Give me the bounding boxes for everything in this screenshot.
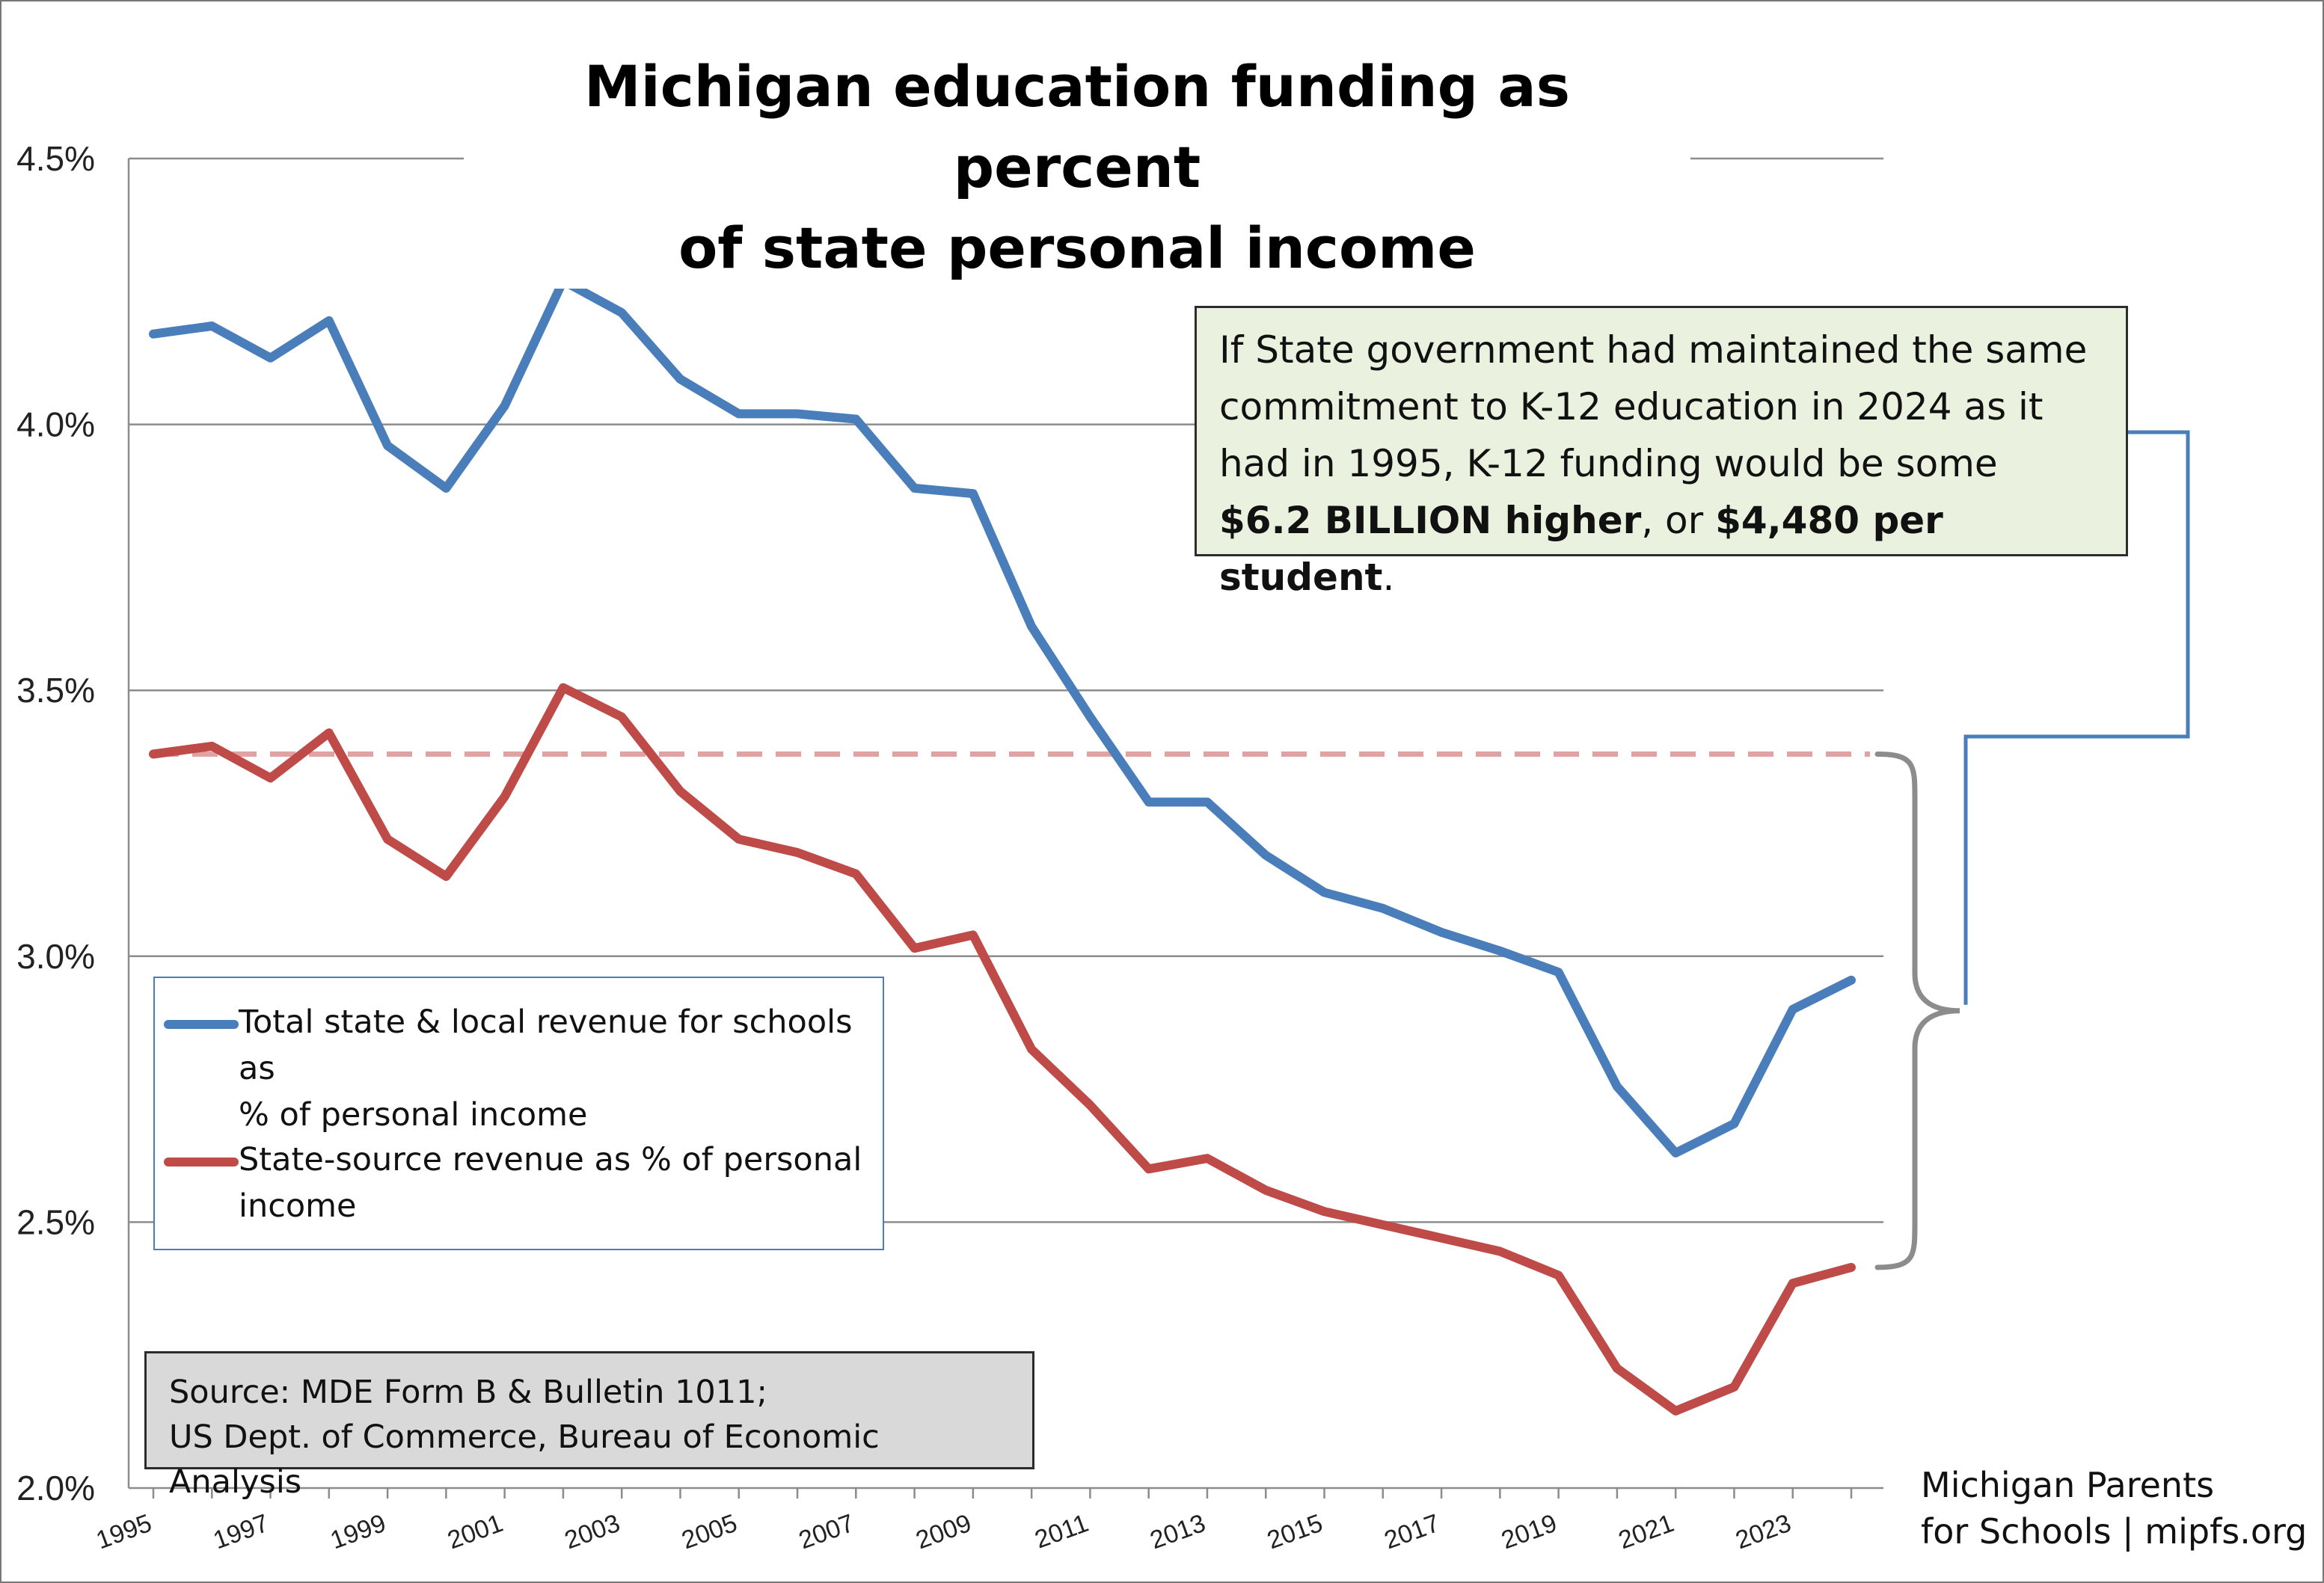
legend-label-state: State-source revenue as % of personal in…	[239, 1137, 874, 1229]
callout-connector: , or	[1641, 499, 1716, 542]
legend-label-total: Total state & local revenue for schools …	[239, 999, 874, 1138]
x-tick-label: 2015	[1263, 1509, 1326, 1555]
legend-label-total-line-2: % of personal income	[239, 1096, 588, 1134]
x-tick-label: 1995	[93, 1509, 156, 1555]
x-tick-label: 2023	[1732, 1509, 1794, 1555]
y-tick-label: 4.0%	[16, 405, 95, 444]
chart-title-line-1: Michigan education funding as percent	[584, 53, 1570, 200]
y-tick-label: 4.5%	[16, 139, 95, 178]
x-tick-label: 2019	[1497, 1509, 1560, 1555]
y-tick-label: 2.0%	[16, 1469, 95, 1507]
source-line-1: Source: MDE Form B & Bulletin 1011;	[169, 1374, 767, 1411]
x-tick-label: 2005	[678, 1509, 741, 1555]
x-tick-label: 2021	[1615, 1509, 1678, 1555]
x-tick-label: 2007	[795, 1509, 858, 1555]
chart-title: Michigan education funding as percent of…	[464, 46, 1690, 289]
source-line-2: US Dept. of Commerce, Bureau of Economic…	[169, 1418, 880, 1501]
legend: Total state & local revenue for schools …	[153, 977, 884, 1250]
callout-line-3: had in 1995, K-12 funding would be some	[1219, 442, 1998, 485]
source-box: Source: MDE Form B & Bulletin 1011; US D…	[144, 1351, 1034, 1501]
callout-line-1: If State government had maintained the s…	[1219, 328, 2088, 372]
x-tick-label: 1999	[327, 1509, 390, 1555]
y-tick-label: 3.0%	[16, 937, 95, 976]
credit-text: Michigan Parents for Schools | mipfs.org	[1921, 1462, 2310, 1555]
callout-period: .	[1382, 556, 1395, 599]
brace-gap	[1874, 751, 1960, 1270]
x-tick-label: 2013	[1147, 1509, 1209, 1555]
x-tick-label: 2001	[444, 1509, 506, 1555]
x-tick-label: 2009	[913, 1509, 975, 1555]
chart-title-line-2: of state personal income	[678, 215, 1476, 281]
callout-line-4: $6.2 BILLION higher, or $4,480 per stude…	[1219, 492, 2103, 606]
annotation-layer	[1874, 430, 2190, 1270]
x-tick-label: 2017	[1381, 1509, 1444, 1555]
callout-connector-bracket	[1963, 430, 2190, 1005]
callout-line-2: commitment to K-12 education in 2024 as …	[1219, 385, 2044, 428]
y-tick-label: 3.5%	[16, 671, 95, 710]
x-tick-label: 2011	[1031, 1509, 1092, 1555]
credit-line-1: Michigan Parents	[1921, 1465, 2215, 1505]
callout-bold-per-student: $4,480 per student	[1219, 499, 1943, 599]
legend-label-state-line-1: State-source revenue as % of personal	[239, 1141, 862, 1178]
y-axis-ticks: 2.0% 2.5% 3.0% 3.5% 4.0% 4.5%	[16, 139, 95, 1507]
callout-bold-amount: $6.2 BILLION higher	[1219, 499, 1642, 542]
legend-swatch-state	[164, 1158, 239, 1166]
x-tick-label: 2003	[561, 1509, 624, 1555]
x-axis-ticks: 1995 1997 1999 2001 2003 2005 2007 2009 2011 2013…	[93, 1509, 1795, 1555]
legend-label-state-line-2: income	[239, 1187, 357, 1225]
x-tick-label: 1997	[209, 1509, 272, 1555]
legend-swatch-total	[164, 1020, 239, 1029]
y-tick-label: 2.5%	[16, 1202, 95, 1241]
series-line-total	[149, 276, 1856, 1158]
credit-line-2: for Schools | mipfs.org	[1921, 1511, 2308, 1552]
series-line-state	[149, 683, 1856, 1416]
legend-label-total-line-1: Total state & local revenue for schools …	[239, 1003, 853, 1087]
series-layer	[149, 276, 1856, 1416]
callout-box: If State government had maintained the s…	[1195, 306, 2128, 599]
